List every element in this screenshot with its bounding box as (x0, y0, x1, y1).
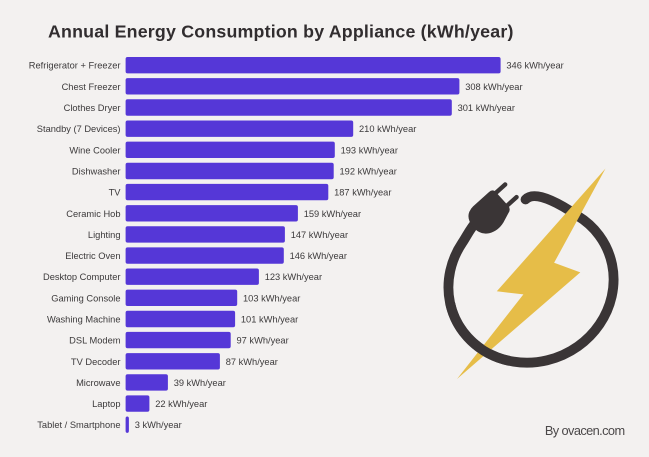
svg-text:192 kWh/year: 192 kWh/year (340, 166, 397, 176)
svg-text:39 kWh/year: 39 kWh/year (174, 378, 226, 388)
svg-text:Gaming Console: Gaming Console (51, 293, 120, 303)
svg-text:Microwave: Microwave (76, 378, 120, 388)
svg-text:Chest Freezer: Chest Freezer (62, 82, 121, 92)
svg-text:TV: TV (109, 188, 122, 198)
svg-text:Laptop: Laptop (92, 399, 120, 409)
svg-text:Ceramic Hob: Ceramic Hob (66, 209, 120, 219)
svg-text:308 kWh/year: 308 kWh/year (465, 82, 522, 92)
svg-text:3 kWh/year: 3 kWh/year (135, 420, 182, 430)
svg-text:346 kWh/year: 346 kWh/year (506, 61, 563, 71)
svg-text:123 kWh/year: 123 kWh/year (265, 272, 322, 282)
svg-text:Standby (7 Devices): Standby (7 Devices) (37, 124, 121, 134)
svg-text:Tablet / Smartphone: Tablet / Smartphone (37, 420, 120, 430)
svg-text:22 kWh/year: 22 kWh/year (155, 399, 207, 409)
svg-text:Desktop Computer: Desktop Computer (43, 272, 121, 282)
svg-text:Annual Energy Consumption by A: Annual Energy Consumption by Appliance (… (48, 22, 514, 42)
svg-text:Lighting: Lighting (88, 230, 121, 240)
svg-text:301 kWh/year: 301 kWh/year (458, 103, 515, 113)
svg-text:187 kWh/year: 187 kWh/year (334, 188, 391, 198)
svg-text:159 kWh/year: 159 kWh/year (304, 209, 361, 219)
svg-text:210 kWh/year: 210 kWh/year (359, 124, 416, 134)
svg-text:146 kWh/year: 146 kWh/year (290, 251, 347, 261)
svg-text:Washing Machine: Washing Machine (47, 315, 121, 325)
svg-text:97 kWh/year: 97 kWh/year (237, 336, 289, 346)
svg-text:87 kWh/year: 87 kWh/year (226, 357, 278, 367)
svg-text:101 kWh/year: 101 kWh/year (241, 315, 298, 325)
svg-text:Electric Oven: Electric Oven (65, 251, 120, 261)
svg-text:By ovacen.com: By ovacen.com (545, 423, 625, 438)
svg-text:Clothes Dryer: Clothes Dryer (64, 103, 121, 113)
svg-text:147 kWh/year: 147 kWh/year (291, 230, 348, 240)
svg-text:Wine Cooler: Wine Cooler (69, 145, 120, 155)
svg-text:TV Decoder: TV Decoder (71, 357, 121, 367)
svg-text:103 kWh/year: 103 kWh/year (243, 293, 300, 303)
svg-text:Refrigerator + Freezer: Refrigerator + Freezer (29, 61, 121, 71)
svg-text:Dishwasher: Dishwasher (72, 166, 121, 176)
svg-text:DSL Modem: DSL Modem (69, 336, 121, 346)
svg-text:193 kWh/year: 193 kWh/year (341, 145, 398, 155)
